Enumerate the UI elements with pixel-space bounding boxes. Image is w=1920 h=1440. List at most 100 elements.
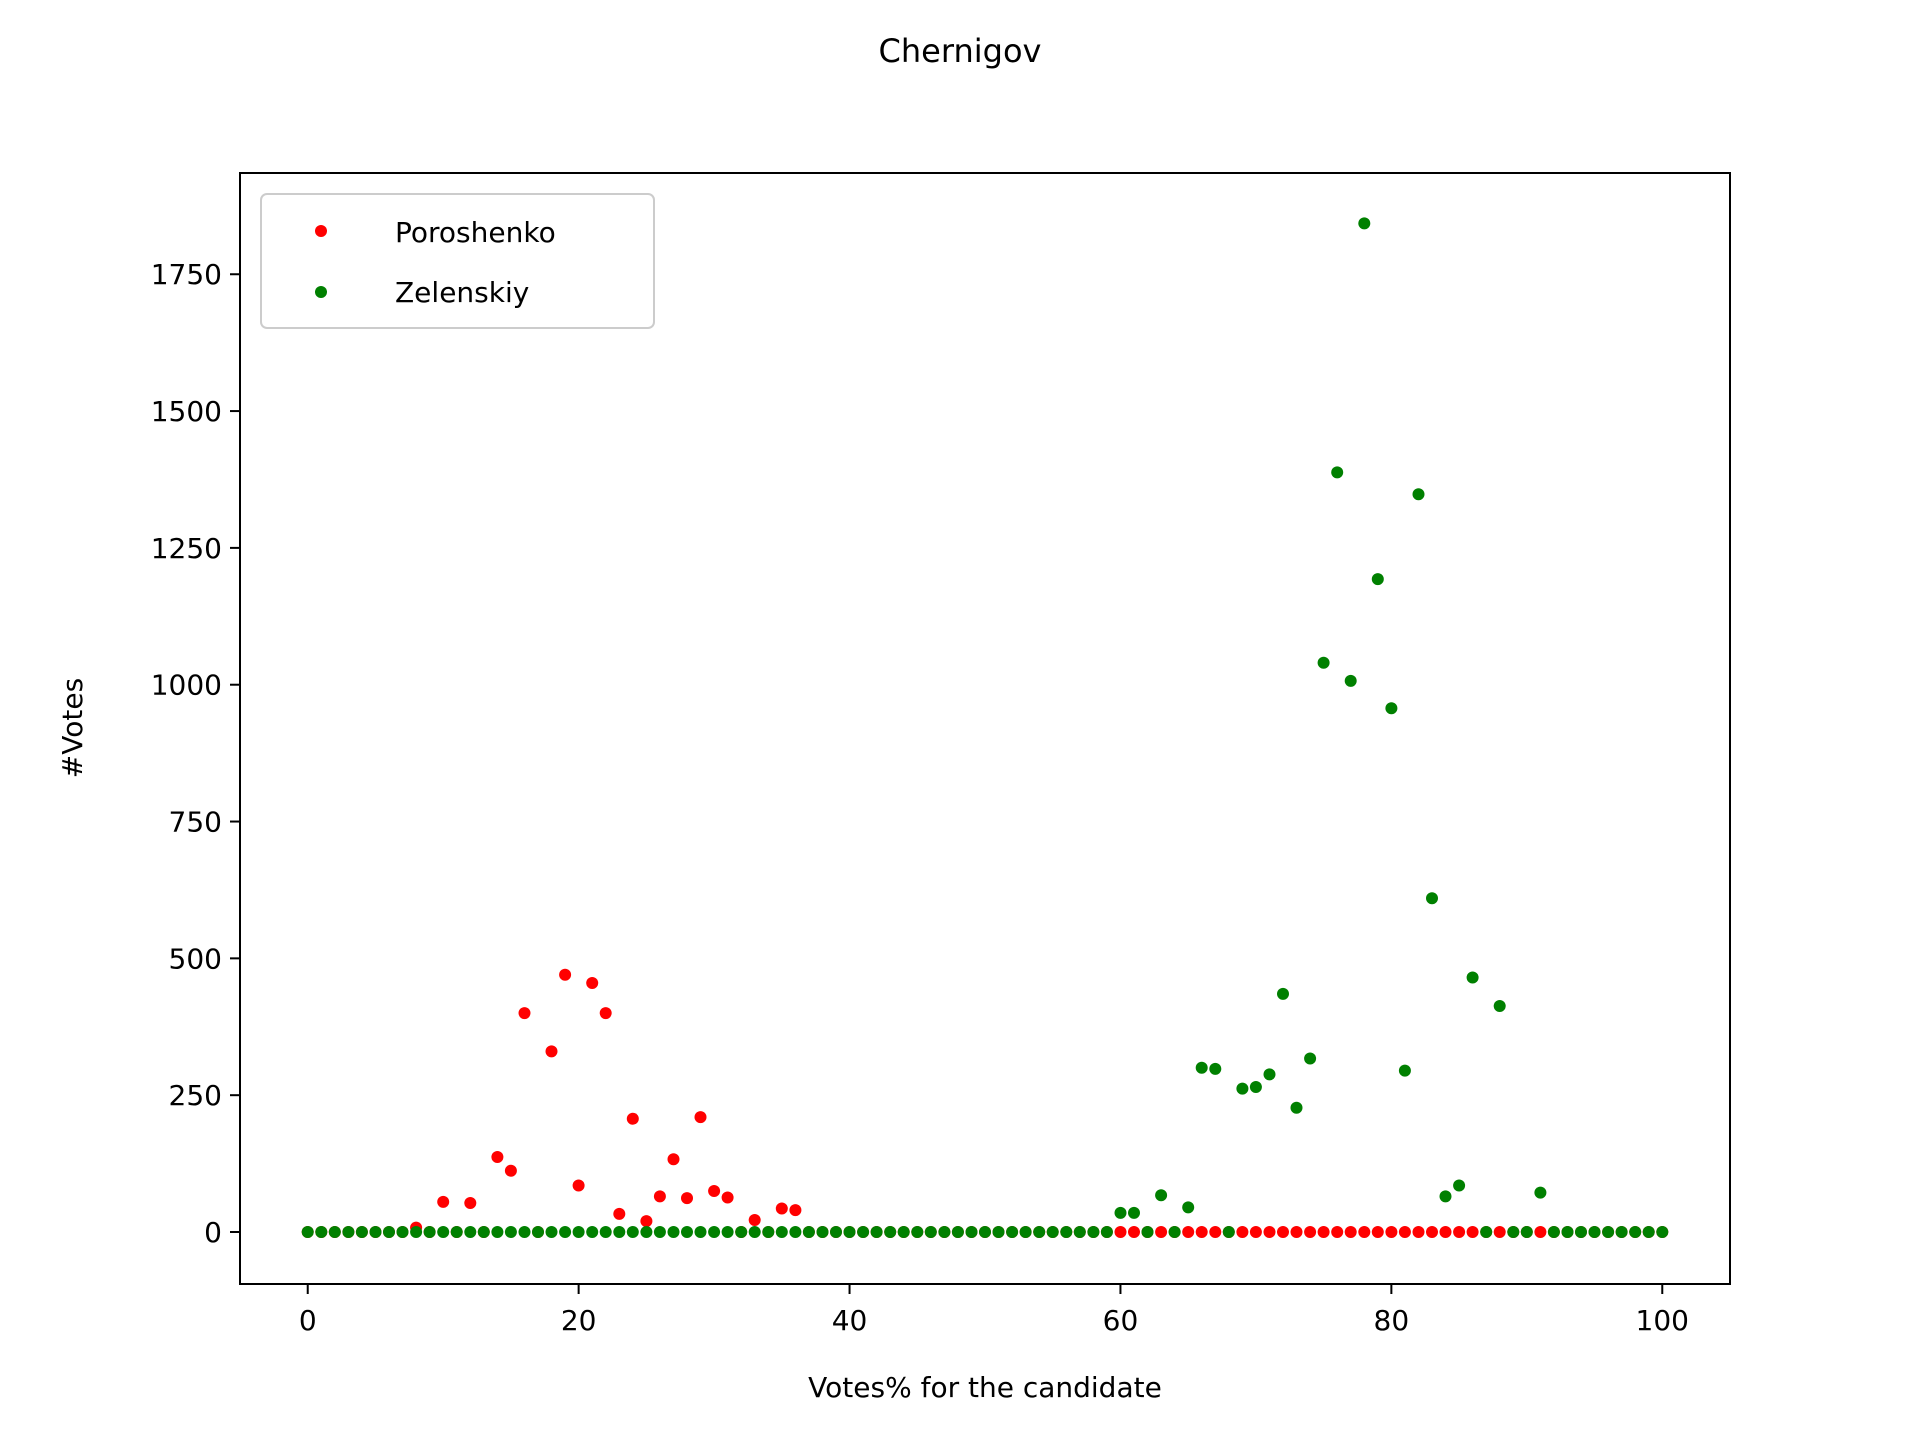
y-axis-ticks: 0 250 500 750 1000 1250 1500 1750: [151, 258, 240, 1249]
point-poroshenko: [1493, 1226, 1506, 1238]
point-zelenskiy: [504, 1226, 517, 1238]
point-zelenskiy: [1520, 1226, 1533, 1238]
x-tick-label: 40: [832, 1304, 868, 1337]
point-zelenskiy: [681, 1226, 693, 1238]
point-zelenskiy: [586, 1226, 599, 1238]
point-zelenskiy: [342, 1226, 355, 1238]
point-zelenskiy: [423, 1226, 436, 1238]
y-tick-label: 750: [169, 806, 222, 839]
legend-label-zelenskiy: Zelenskiy: [395, 276, 529, 309]
point-poroshenko: [1385, 1226, 1398, 1238]
point-zelenskiy: [708, 1226, 721, 1238]
point-poroshenko: [1236, 1226, 1249, 1238]
x-tick-label: 100: [1636, 1304, 1689, 1337]
point-poroshenko: [789, 1204, 802, 1217]
y-tick-label: 0: [204, 1216, 222, 1249]
point-zelenskiy: [1656, 1226, 1669, 1238]
point-zelenskiy: [1277, 987, 1289, 1000]
point-zelenskiy: [1155, 1189, 1168, 1202]
data-points: [301, 217, 1669, 1238]
point-zelenskiy: [613, 1226, 626, 1238]
y-tick-label: 500: [169, 942, 222, 975]
point-poroshenko: [491, 1151, 504, 1163]
point-poroshenko: [599, 1007, 612, 1020]
point-zelenskiy: [1561, 1226, 1574, 1238]
point-zelenskiy: [965, 1226, 978, 1238]
point-poroshenko: [1371, 1226, 1384, 1238]
point-poroshenko: [1398, 1226, 1411, 1238]
point-zelenskiy: [1046, 1226, 1059, 1238]
point-zelenskiy: [1182, 1201, 1195, 1214]
point-poroshenko: [653, 1190, 666, 1203]
point-poroshenko: [1453, 1226, 1466, 1238]
x-tick-label: 60: [1103, 1304, 1139, 1337]
point-poroshenko: [1182, 1226, 1195, 1238]
x-tick-label: 0: [299, 1304, 317, 1337]
point-poroshenko: [1290, 1226, 1303, 1238]
point-zelenskiy: [1575, 1226, 1587, 1238]
point-poroshenko: [681, 1192, 693, 1205]
point-zelenskiy: [477, 1226, 490, 1238]
point-zelenskiy: [1019, 1226, 1032, 1238]
point-zelenskiy: [1006, 1226, 1019, 1238]
point-zelenskiy: [721, 1226, 734, 1238]
point-poroshenko: [1317, 1226, 1330, 1238]
point-zelenskiy: [545, 1226, 558, 1238]
point-poroshenko: [721, 1191, 734, 1204]
legend-marker-poroshenko: [315, 225, 327, 237]
point-zelenskiy: [1290, 1101, 1303, 1114]
point-poroshenko: [1114, 1226, 1127, 1238]
point-zelenskiy: [559, 1226, 572, 1238]
point-poroshenko: [748, 1214, 761, 1226]
point-zelenskiy: [437, 1226, 450, 1238]
point-zelenskiy: [1358, 217, 1371, 230]
point-zelenskiy: [1222, 1226, 1235, 1238]
point-zelenskiy: [1114, 1206, 1127, 1219]
point-zelenskiy: [572, 1226, 585, 1238]
point-zelenskiy: [1642, 1226, 1655, 1238]
point-zelenskiy: [1493, 1000, 1506, 1012]
point-zelenskiy: [1534, 1186, 1547, 1199]
point-zelenskiy: [667, 1226, 680, 1238]
point-zelenskiy: [1195, 1061, 1208, 1074]
point-zelenskiy: [1304, 1052, 1317, 1065]
point-zelenskiy: [1236, 1082, 1249, 1095]
point-zelenskiy: [884, 1226, 897, 1238]
point-zelenskiy: [369, 1226, 382, 1238]
point-zelenskiy: [1100, 1226, 1113, 1238]
point-zelenskiy: [1263, 1068, 1276, 1081]
point-zelenskiy: [1371, 573, 1384, 586]
y-tick-label: 1000: [151, 669, 222, 702]
point-zelenskiy: [897, 1226, 910, 1238]
point-zelenskiy: [653, 1226, 666, 1238]
point-poroshenko: [1344, 1226, 1357, 1238]
point-zelenskiy: [938, 1226, 951, 1238]
point-zelenskiy: [1087, 1226, 1100, 1238]
legend-marker-zelenskiy: [315, 286, 327, 298]
point-zelenskiy: [383, 1226, 395, 1238]
point-poroshenko: [1128, 1226, 1140, 1238]
point-poroshenko: [437, 1195, 450, 1208]
point-poroshenko: [464, 1197, 477, 1209]
point-zelenskiy: [802, 1226, 815, 1238]
point-zelenskiy: [694, 1226, 707, 1238]
point-poroshenko: [708, 1185, 721, 1197]
point-poroshenko: [1466, 1226, 1479, 1238]
point-poroshenko: [1249, 1226, 1262, 1238]
point-zelenskiy: [911, 1226, 924, 1238]
point-zelenskiy: [1168, 1226, 1181, 1238]
point-poroshenko: [1412, 1226, 1425, 1238]
legend: Poroshenko Zelenskiy: [260, 193, 655, 329]
point-poroshenko: [1534, 1226, 1547, 1238]
point-zelenskiy: [1331, 466, 1344, 479]
point-zelenskiy: [1249, 1081, 1262, 1093]
point-zelenskiy: [1412, 488, 1425, 501]
point-poroshenko: [694, 1111, 707, 1124]
point-zelenskiy: [735, 1226, 748, 1238]
point-zelenskiy: [491, 1226, 504, 1238]
point-poroshenko: [572, 1179, 585, 1192]
point-zelenskiy: [640, 1226, 653, 1238]
point-zelenskiy: [830, 1226, 842, 1238]
point-poroshenko: [626, 1112, 639, 1125]
point-poroshenko: [1439, 1226, 1452, 1238]
